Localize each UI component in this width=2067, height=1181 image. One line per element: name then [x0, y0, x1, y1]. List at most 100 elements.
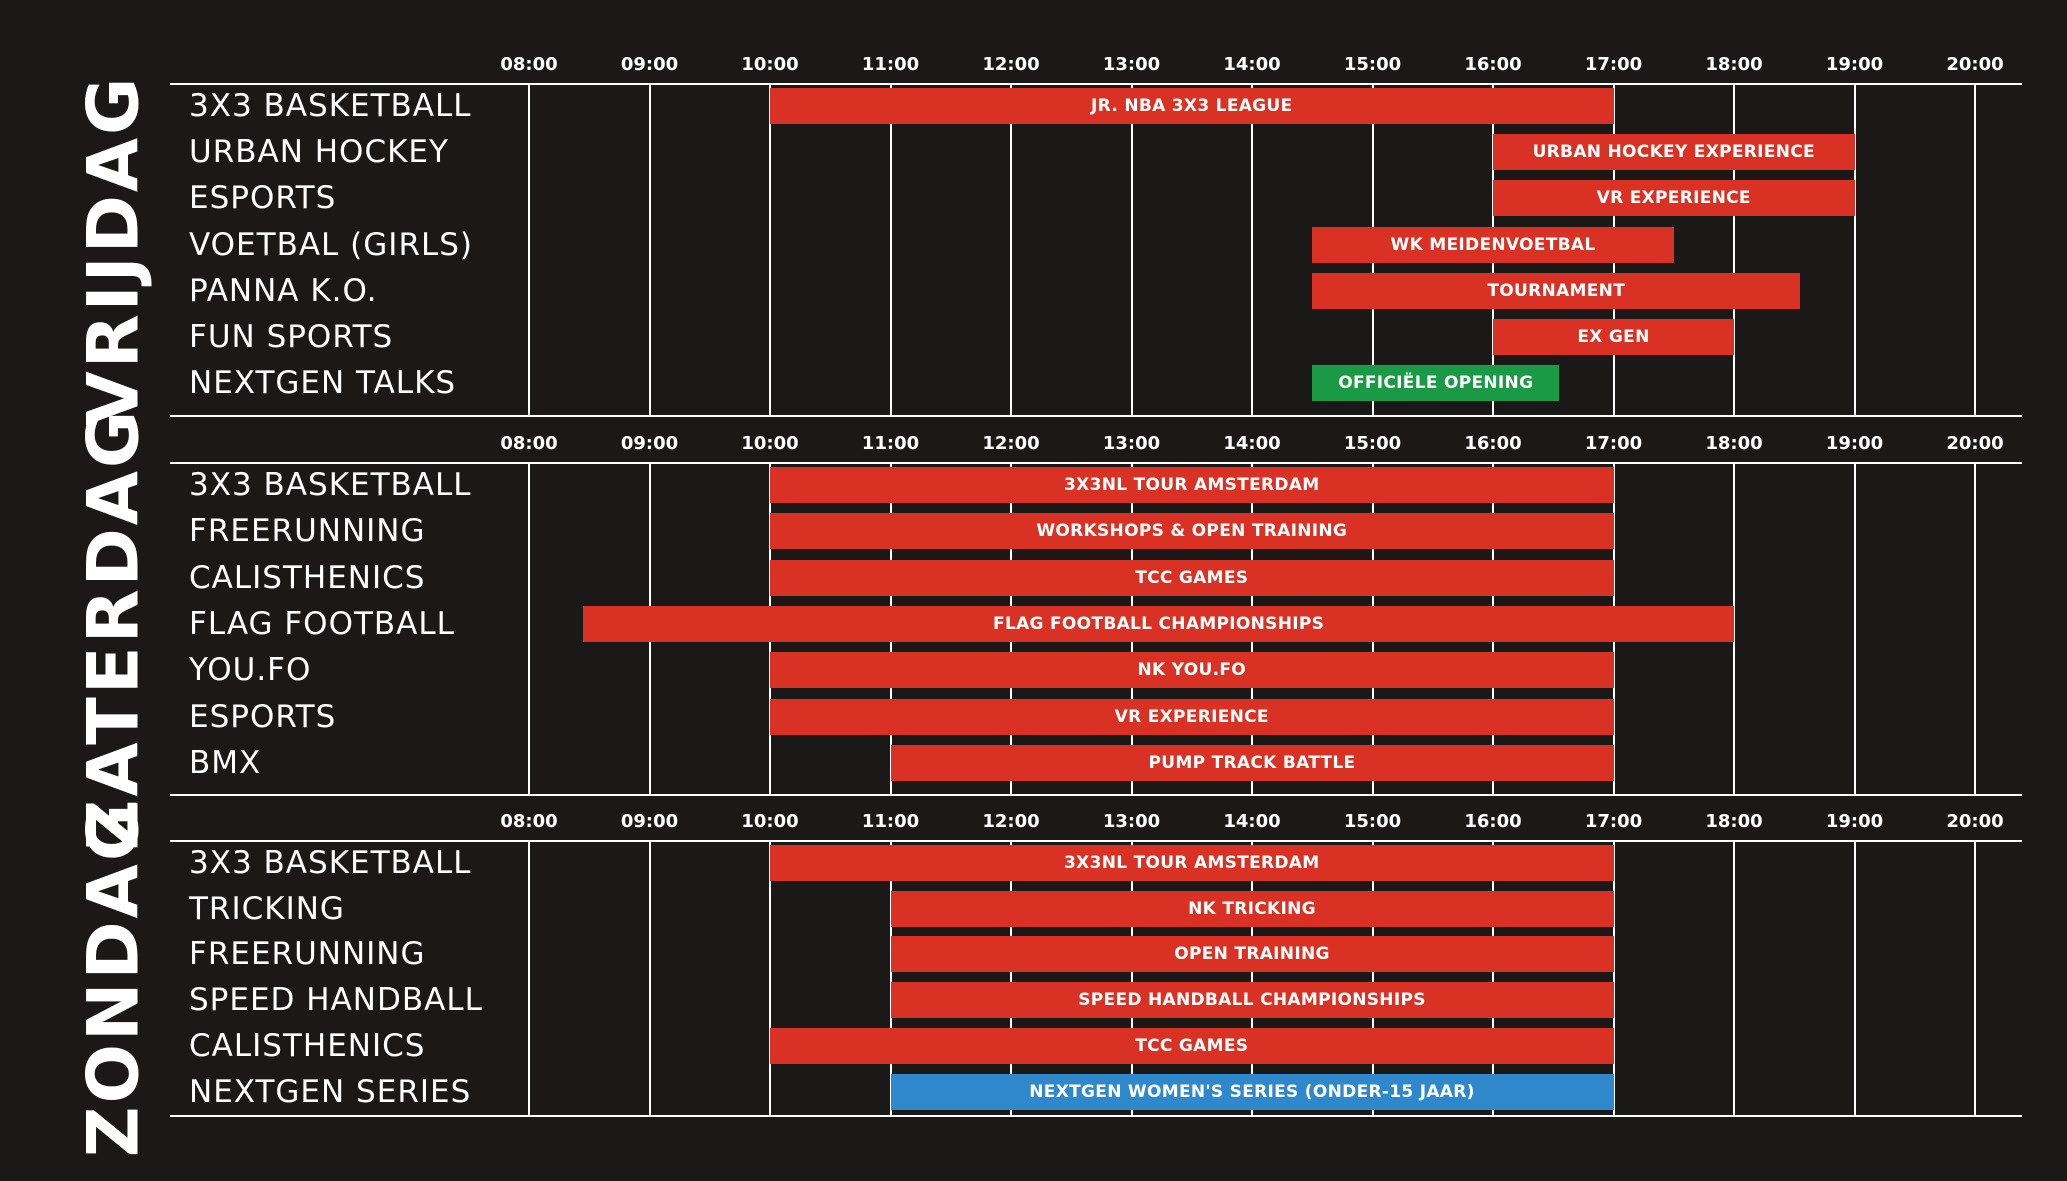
- row-label: ESPORTS: [189, 698, 337, 735]
- event-bar[interactable]: TOURNAMENT: [1312, 272, 1801, 309]
- row-label: YOU.FO: [189, 652, 312, 689]
- day-label-zaterdag: ZATERDAG: [72, 408, 154, 851]
- day-label-text: ZONDAG: [72, 800, 154, 1157]
- hour-gridline: [1733, 463, 1735, 795]
- row-label: TRICKING: [189, 890, 345, 927]
- hour-gridline: [1010, 84, 1012, 416]
- hour-gridline: [1853, 841, 1856, 1116]
- row-label: NEXTGEN TALKS: [189, 365, 457, 402]
- grid-top-line: [170, 462, 2022, 464]
- grid-top-line: [170, 840, 2022, 842]
- event-bar[interactable]: NK TRICKING: [890, 890, 1614, 927]
- hour-gridline: [1974, 463, 1976, 795]
- hour-gridline: [889, 841, 892, 1116]
- hour-gridline: [1492, 841, 1494, 1116]
- hour-label: 17:00: [1584, 811, 1643, 832]
- hour-gridline: [528, 463, 530, 795]
- grid-bottom-line: [170, 794, 2022, 796]
- hour-label: 08:00: [500, 433, 558, 454]
- row-label: PANNA K.O.: [189, 272, 378, 309]
- event-bar[interactable]: NEXTGEN WOMEN'S SERIES (ONDER-15 JAAR): [890, 1073, 1614, 1110]
- event-bar[interactable]: PUMP TRACK BATTLE: [890, 744, 1614, 781]
- grid-top-line: [170, 83, 2022, 85]
- hour-label: 17:00: [1584, 433, 1643, 454]
- event-bar[interactable]: TCC GAMES: [770, 1027, 1614, 1064]
- hour-label: 08:00: [500, 811, 558, 832]
- row-label: FUN SPORTS: [189, 319, 394, 355]
- hour-label: 14:00: [1223, 811, 1281, 832]
- hour-gridline: [1853, 84, 1856, 416]
- event-bar[interactable]: TCC GAMES: [770, 559, 1614, 596]
- hour-gridline: [1251, 84, 1253, 416]
- row-label: 3X3 BASKETBALL: [189, 467, 472, 503]
- event-bar[interactable]: NK YOU.FO: [770, 652, 1614, 689]
- hour-gridline: [1612, 841, 1615, 1116]
- event-bar[interactable]: OFFICIËLE OPENING: [1312, 365, 1560, 402]
- event-bar[interactable]: VR EXPERIENCE: [770, 698, 1614, 735]
- event-bar[interactable]: VR EXPERIENCE: [1493, 180, 1855, 217]
- hour-gridline: [1974, 84, 1976, 416]
- hour-label: 11:00: [861, 54, 920, 75]
- event-bar[interactable]: OPEN TRAINING: [890, 936, 1614, 973]
- hour-label: 15:00: [1343, 54, 1402, 75]
- event-bar[interactable]: JR. NBA 3X3 LEAGUE: [770, 88, 1614, 124]
- hour-label: 20:00: [1946, 811, 2004, 832]
- grid-bottom-line: [170, 415, 2022, 417]
- row-label: FLAG FOOTBALL: [189, 605, 455, 642]
- hour-label: 12:00: [982, 433, 1040, 454]
- row-label: SPEED HANDBALL: [189, 982, 483, 1019]
- grid-bottom-line: [170, 1115, 2022, 1117]
- hour-gridline: [1130, 841, 1133, 1116]
- hour-label: 13:00: [1102, 811, 1161, 832]
- row-label: VOETBAL (GIRLS): [189, 226, 474, 263]
- hour-gridline: [1371, 841, 1374, 1116]
- hour-label: 09:00: [620, 811, 679, 832]
- event-bar[interactable]: 3X3NL TOUR AMSTERDAM: [770, 467, 1614, 503]
- row-label: CALISTHENICS: [189, 1027, 426, 1064]
- hour-label: 11:00: [861, 811, 920, 832]
- hour-gridline: [1853, 463, 1856, 795]
- row-label: FREERUNNING: [189, 513, 426, 550]
- hour-label: 20:00: [1946, 433, 2004, 454]
- hour-gridline: [889, 84, 892, 416]
- day-label-vrijdag: VRIJDAG: [72, 75, 154, 426]
- event-bar[interactable]: SPEED HANDBALL CHAMPIONSHIPS: [890, 982, 1614, 1019]
- hour-label: 12:00: [982, 54, 1040, 75]
- row-label: CALISTHENICS: [189, 559, 426, 596]
- hour-gridline: [1251, 841, 1253, 1116]
- event-bar[interactable]: URBAN HOCKEY EXPERIENCE: [1493, 134, 1855, 171]
- hour-label: 18:00: [1705, 811, 1763, 832]
- hour-gridline: [528, 841, 530, 1116]
- row-label: NEXTGEN SERIES: [189, 1073, 472, 1110]
- hour-label: 18:00: [1705, 54, 1763, 75]
- hour-gridline: [769, 84, 771, 416]
- row-label: URBAN HOCKEY: [189, 134, 449, 171]
- hour-label: 09:00: [620, 54, 679, 75]
- hour-label: 20:00: [1946, 54, 2004, 75]
- event-bar[interactable]: WORKSHOPS & OPEN TRAINING: [770, 513, 1614, 550]
- hour-label: 19:00: [1825, 811, 1884, 832]
- hour-gridline: [1010, 841, 1012, 1116]
- day-label-zondag: ZONDAG: [72, 800, 154, 1157]
- day-label-text: VRIJDAG: [72, 74, 154, 426]
- row-label: 3X3 BASKETBALL: [189, 88, 472, 124]
- event-bar[interactable]: WK MEIDENVOETBAL: [1312, 226, 1674, 263]
- event-bar[interactable]: 3X3NL TOUR AMSTERDAM: [770, 845, 1614, 881]
- hour-gridline: [648, 84, 651, 416]
- event-bar[interactable]: FLAG FOOTBALL CHAMPIONSHIPS: [583, 605, 1734, 642]
- hour-gridline: [1733, 841, 1735, 1116]
- hour-label: 14:00: [1223, 433, 1281, 454]
- hour-label: 16:00: [1464, 433, 1522, 454]
- hour-label: 10:00: [741, 433, 799, 454]
- hour-gridline: [1130, 84, 1133, 416]
- hour-gridline: [1733, 84, 1735, 416]
- hour-label: 08:00: [500, 54, 558, 75]
- hour-gridline: [769, 841, 771, 1116]
- hour-label: 12:00: [982, 811, 1040, 832]
- row-label: FREERUNNING: [189, 936, 426, 973]
- event-bar[interactable]: EX GEN: [1493, 319, 1734, 355]
- hour-label: 15:00: [1343, 433, 1402, 454]
- hour-label: 10:00: [741, 811, 799, 832]
- hour-label: 19:00: [1825, 54, 1884, 75]
